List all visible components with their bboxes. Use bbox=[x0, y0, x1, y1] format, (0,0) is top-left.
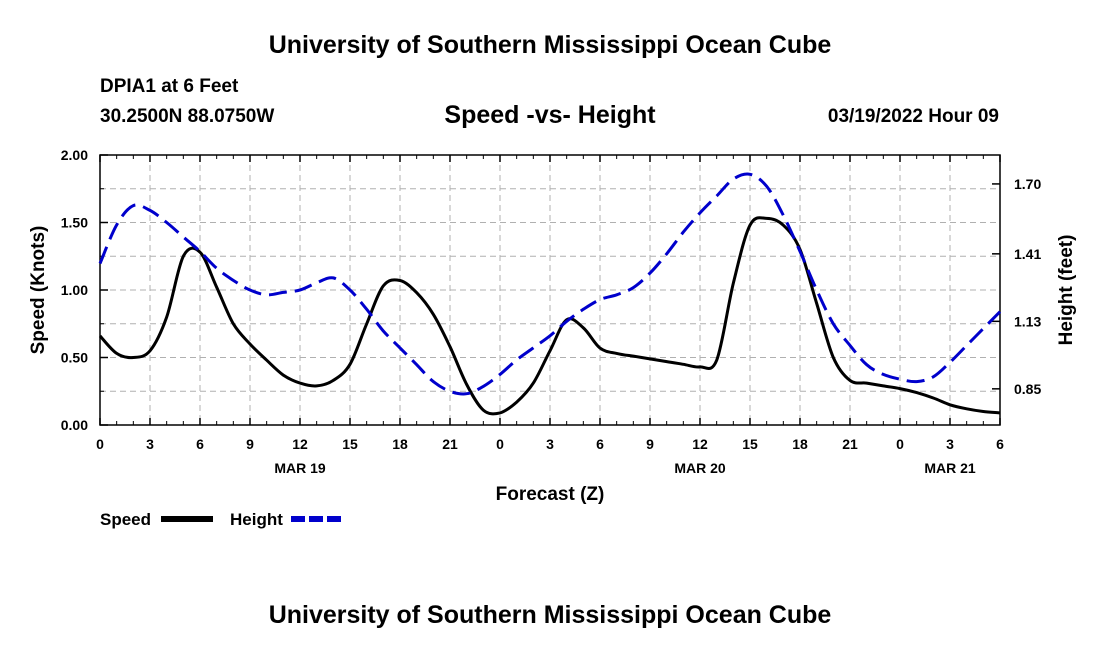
chart-title: Speed -vs- Height bbox=[444, 101, 656, 129]
legend-speed-label: Speed bbox=[100, 510, 152, 529]
x-tick-label: 0 bbox=[896, 436, 904, 452]
station-label: DPIA1 at 6 Feet bbox=[100, 76, 239, 97]
y2-tick-label: 1.41 bbox=[1014, 246, 1041, 262]
bottom-title: University of Southern Mississippi Ocean… bbox=[268, 601, 832, 629]
y-axis-label: Speed (Knots) bbox=[28, 226, 49, 355]
date-labels: MAR 19 MAR 20 MAR 21 bbox=[274, 460, 976, 476]
x-tick-label: 12 bbox=[692, 436, 708, 452]
y-tick-label: 2.00 bbox=[61, 147, 88, 163]
x-tick-label: 6 bbox=[196, 436, 204, 452]
forecast-datetime: 03/19/2022 Hour 09 bbox=[827, 106, 999, 127]
y-tick-label: 1.50 bbox=[61, 215, 88, 231]
x-tick-label: 21 bbox=[842, 436, 858, 452]
y-tick-label: 0.50 bbox=[61, 350, 88, 366]
date-label: MAR 19 bbox=[274, 460, 326, 476]
y-tick-label: 1.00 bbox=[61, 282, 88, 298]
legend-height-label: Height bbox=[230, 510, 283, 529]
x-tick-label: 9 bbox=[646, 436, 654, 452]
x-tick-label: 12 bbox=[292, 436, 308, 452]
height-series-line bbox=[98, 172, 1002, 396]
date-label: MAR 21 bbox=[924, 460, 976, 476]
x-tick-label: 3 bbox=[546, 436, 554, 452]
x-tick-label: 9 bbox=[246, 436, 254, 452]
x-tick-label: 3 bbox=[146, 436, 154, 452]
x-tick-label: 18 bbox=[792, 436, 808, 452]
speed-series-line bbox=[98, 216, 1001, 416]
legend-speed-swatch bbox=[161, 516, 213, 522]
x-axis-ticks: 0 3 6 9 12 15 18 21 0 3 6 9 12 15 18 21 0 3 6 bbox=[96, 155, 1004, 452]
speed-height-chart: 0 3 6 9 12 15 18 21 0 3 6 9 12 15 18 21 0 3 6 0.00 0.50 1.00… bbox=[28, 147, 1077, 505]
x-tick-label: 0 bbox=[496, 436, 504, 452]
x-tick-label: 0 bbox=[96, 436, 104, 452]
station-coords: 30.2500N 88.0750W bbox=[100, 106, 275, 127]
x-tick-label: 6 bbox=[596, 436, 604, 452]
x-tick-label: 18 bbox=[392, 436, 408, 452]
x-tick-label: 6 bbox=[996, 436, 1004, 452]
legend-height-swatch bbox=[291, 516, 343, 522]
y2-tick-label: 1.70 bbox=[1014, 176, 1041, 192]
x-axis-label: Forecast (Z) bbox=[496, 484, 605, 505]
date-label: MAR 20 bbox=[674, 460, 726, 476]
y-axis-ticks: 0.00 0.50 1.00 1.50 2.00 bbox=[61, 147, 108, 433]
x-tick-label: 3 bbox=[946, 436, 954, 452]
x-tick-label: 21 bbox=[442, 436, 458, 452]
y2-axis-label: Height (feet) bbox=[1056, 235, 1077, 346]
y-tick-label: 0.00 bbox=[61, 417, 88, 433]
y2-tick-label: 1.13 bbox=[1014, 313, 1041, 329]
x-tick-label: 15 bbox=[742, 436, 758, 452]
y2-tick-label: 0.85 bbox=[1014, 381, 1041, 397]
y2-axis-ticks: 0.85 1.13 1.41 1.70 bbox=[992, 176, 1041, 397]
grid bbox=[100, 155, 1000, 425]
x-tick-label: 15 bbox=[342, 436, 358, 452]
top-title: University of Southern Mississippi Ocean… bbox=[268, 31, 832, 59]
